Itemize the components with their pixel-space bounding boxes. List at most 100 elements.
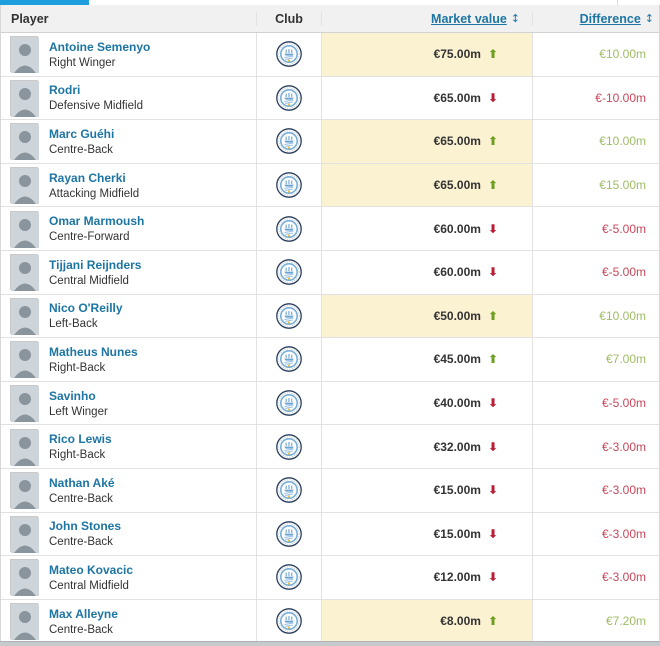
manchester-city-crest-icon[interactable] <box>276 215 302 242</box>
player-cell: Nathan Aké Centre-Back <box>1 468 257 512</box>
player-name-link[interactable]: Rico Lewis <box>49 432 112 447</box>
club-cell <box>257 207 322 250</box>
manchester-city-crest-icon[interactable] <box>276 520 302 547</box>
table-body: Antoine Semenyo Right Winger <box>1 33 659 644</box>
market-value-cell: €12.00m ⬇ <box>322 556 533 599</box>
player-position: Central Midfield <box>49 274 129 287</box>
market-value: €40.00m <box>433 396 481 411</box>
table-row: John Stones Centre-Back <box>1 512 659 557</box>
difference-value: €10.00m <box>599 134 646 149</box>
market-value-cell: €32.00m ⬇ <box>322 425 533 468</box>
player-name-link[interactable]: Matheus Nunes <box>49 344 138 359</box>
player-photo[interactable] <box>10 385 39 423</box>
player-position: Central Midfield <box>49 579 129 592</box>
trend-up-icon: ⬆ <box>487 178 498 193</box>
difference-value: €-3.00m <box>601 526 646 541</box>
market-value-cell: €50.00m ⬆ <box>322 294 533 338</box>
player-name-link[interactable]: Omar Marmoush <box>49 214 145 229</box>
table-row: Matheus Nunes Right-Back <box>1 338 659 382</box>
difference-value: €-5.00m <box>601 221 646 236</box>
manchester-city-crest-icon[interactable] <box>276 477 302 504</box>
manchester-city-crest-icon[interactable] <box>276 390 302 416</box>
club-cell <box>257 163 322 207</box>
market-value: €65.00m <box>433 90 481 105</box>
market-value: €15.00m <box>433 526 481 541</box>
player-photo[interactable] <box>10 297 39 335</box>
manchester-city-crest-icon[interactable] <box>276 85 302 111</box>
manchester-city-crest-icon[interactable] <box>276 128 302 155</box>
manchester-city-crest-icon[interactable] <box>276 172 302 198</box>
trend-down-icon: ⬇ <box>487 90 498 105</box>
player-name-link[interactable]: Nathan Aké <box>49 475 115 490</box>
difference-cell: €-3.00m <box>533 556 658 599</box>
market-value-cell: €45.00m ⬆ <box>322 338 533 381</box>
club-cell <box>257 294 322 338</box>
manchester-city-crest-icon[interactable] <box>276 41 302 68</box>
player-name-link[interactable]: Marc Guéhi <box>49 126 115 141</box>
player-name-link[interactable]: Tijjani Reijnders <box>49 257 142 272</box>
player-photo[interactable] <box>10 123 39 161</box>
player-name-link[interactable]: Max Alleyne <box>49 606 118 621</box>
difference-value: €-3.00m <box>601 439 646 454</box>
table-row: Nathan Aké Centre-Back <box>1 468 659 513</box>
player-name-link[interactable]: Savinho <box>49 388 96 403</box>
player-position: Centre-Forward <box>49 231 130 244</box>
trend-down-icon: ⬇ <box>487 570 498 585</box>
player-cell: Rodri Defensive Midfield <box>1 76 257 120</box>
player-name-link[interactable]: Rayan Cherki <box>49 170 126 185</box>
player-photo[interactable] <box>10 428 39 466</box>
market-value: €32.00m <box>433 439 481 454</box>
manchester-city-crest-icon[interactable] <box>276 433 302 460</box>
player-photo[interactable] <box>10 341 39 379</box>
trend-down-icon: ⬇ <box>487 265 498 280</box>
difference-cell: €15.00m <box>533 164 658 207</box>
player-cell: Marc Guéhi Centre-Back <box>1 120 257 163</box>
manchester-city-crest-icon[interactable] <box>276 303 302 329</box>
player-position: Centre-Back <box>49 623 113 636</box>
player-photo[interactable] <box>10 515 39 553</box>
player-photo[interactable] <box>10 79 39 117</box>
player-name-link[interactable]: John Stones <box>49 519 122 534</box>
player-photo[interactable] <box>10 210 39 248</box>
sort-icon[interactable]: ↕ <box>644 12 654 25</box>
sort-icon[interactable]: ↕ <box>510 12 520 25</box>
tab-separator <box>617 0 618 5</box>
difference-value: €-10.00m <box>595 90 646 105</box>
manchester-city-crest-icon[interactable] <box>276 346 302 373</box>
player-cell: Antoine Semenyo Right Winger <box>1 33 257 76</box>
column-header-player: Player <box>1 11 257 26</box>
table-row: Tijjani Reijnders Central Midfield <box>1 250 659 295</box>
market-value: €50.00m <box>433 308 481 323</box>
market-value: €65.00m <box>433 178 481 193</box>
club-cell <box>257 381 322 425</box>
player-name-link[interactable]: Nico O'Reilly <box>49 301 123 316</box>
player-name-link[interactable]: Rodri <box>49 83 81 98</box>
trend-down-icon: ⬇ <box>487 526 498 541</box>
player-position: Right-Back <box>49 361 106 374</box>
club-cell <box>257 250 322 294</box>
trend-down-icon: ⬇ <box>487 221 498 236</box>
market-value-table: Player Club Market value ↕ Difference ↕ … <box>0 5 660 644</box>
player-name-link[interactable]: Mateo Kovacic <box>49 562 134 577</box>
player-name-link[interactable]: Antoine Semenyo <box>49 39 151 54</box>
player-photo[interactable] <box>10 472 39 510</box>
trend-down-icon: ⬇ <box>487 483 498 498</box>
player-photo[interactable] <box>10 603 39 641</box>
market-value: €12.00m <box>433 570 481 585</box>
manchester-city-crest-icon[interactable] <box>276 564 302 591</box>
market-value-cell: €40.00m ⬇ <box>322 381 533 425</box>
player-photo[interactable] <box>10 559 39 597</box>
active-tab-indicator[interactable] <box>0 0 89 5</box>
player-photo[interactable] <box>10 167 39 205</box>
trend-down-icon: ⬇ <box>487 439 498 454</box>
difference-sort-link[interactable]: Difference <box>579 11 641 26</box>
table-row: Marc Guéhi Centre-Back <box>1 120 659 164</box>
manchester-city-crest-icon[interactable] <box>276 608 302 634</box>
player-photo[interactable] <box>10 254 39 292</box>
manchester-city-crest-icon[interactable] <box>276 259 302 286</box>
market-value-sort-link[interactable]: Market value <box>431 11 507 26</box>
player-photo[interactable] <box>10 36 39 74</box>
difference-cell: €-3.00m <box>533 425 658 468</box>
club-cell <box>257 120 322 163</box>
player-position: Right Winger <box>49 56 116 69</box>
